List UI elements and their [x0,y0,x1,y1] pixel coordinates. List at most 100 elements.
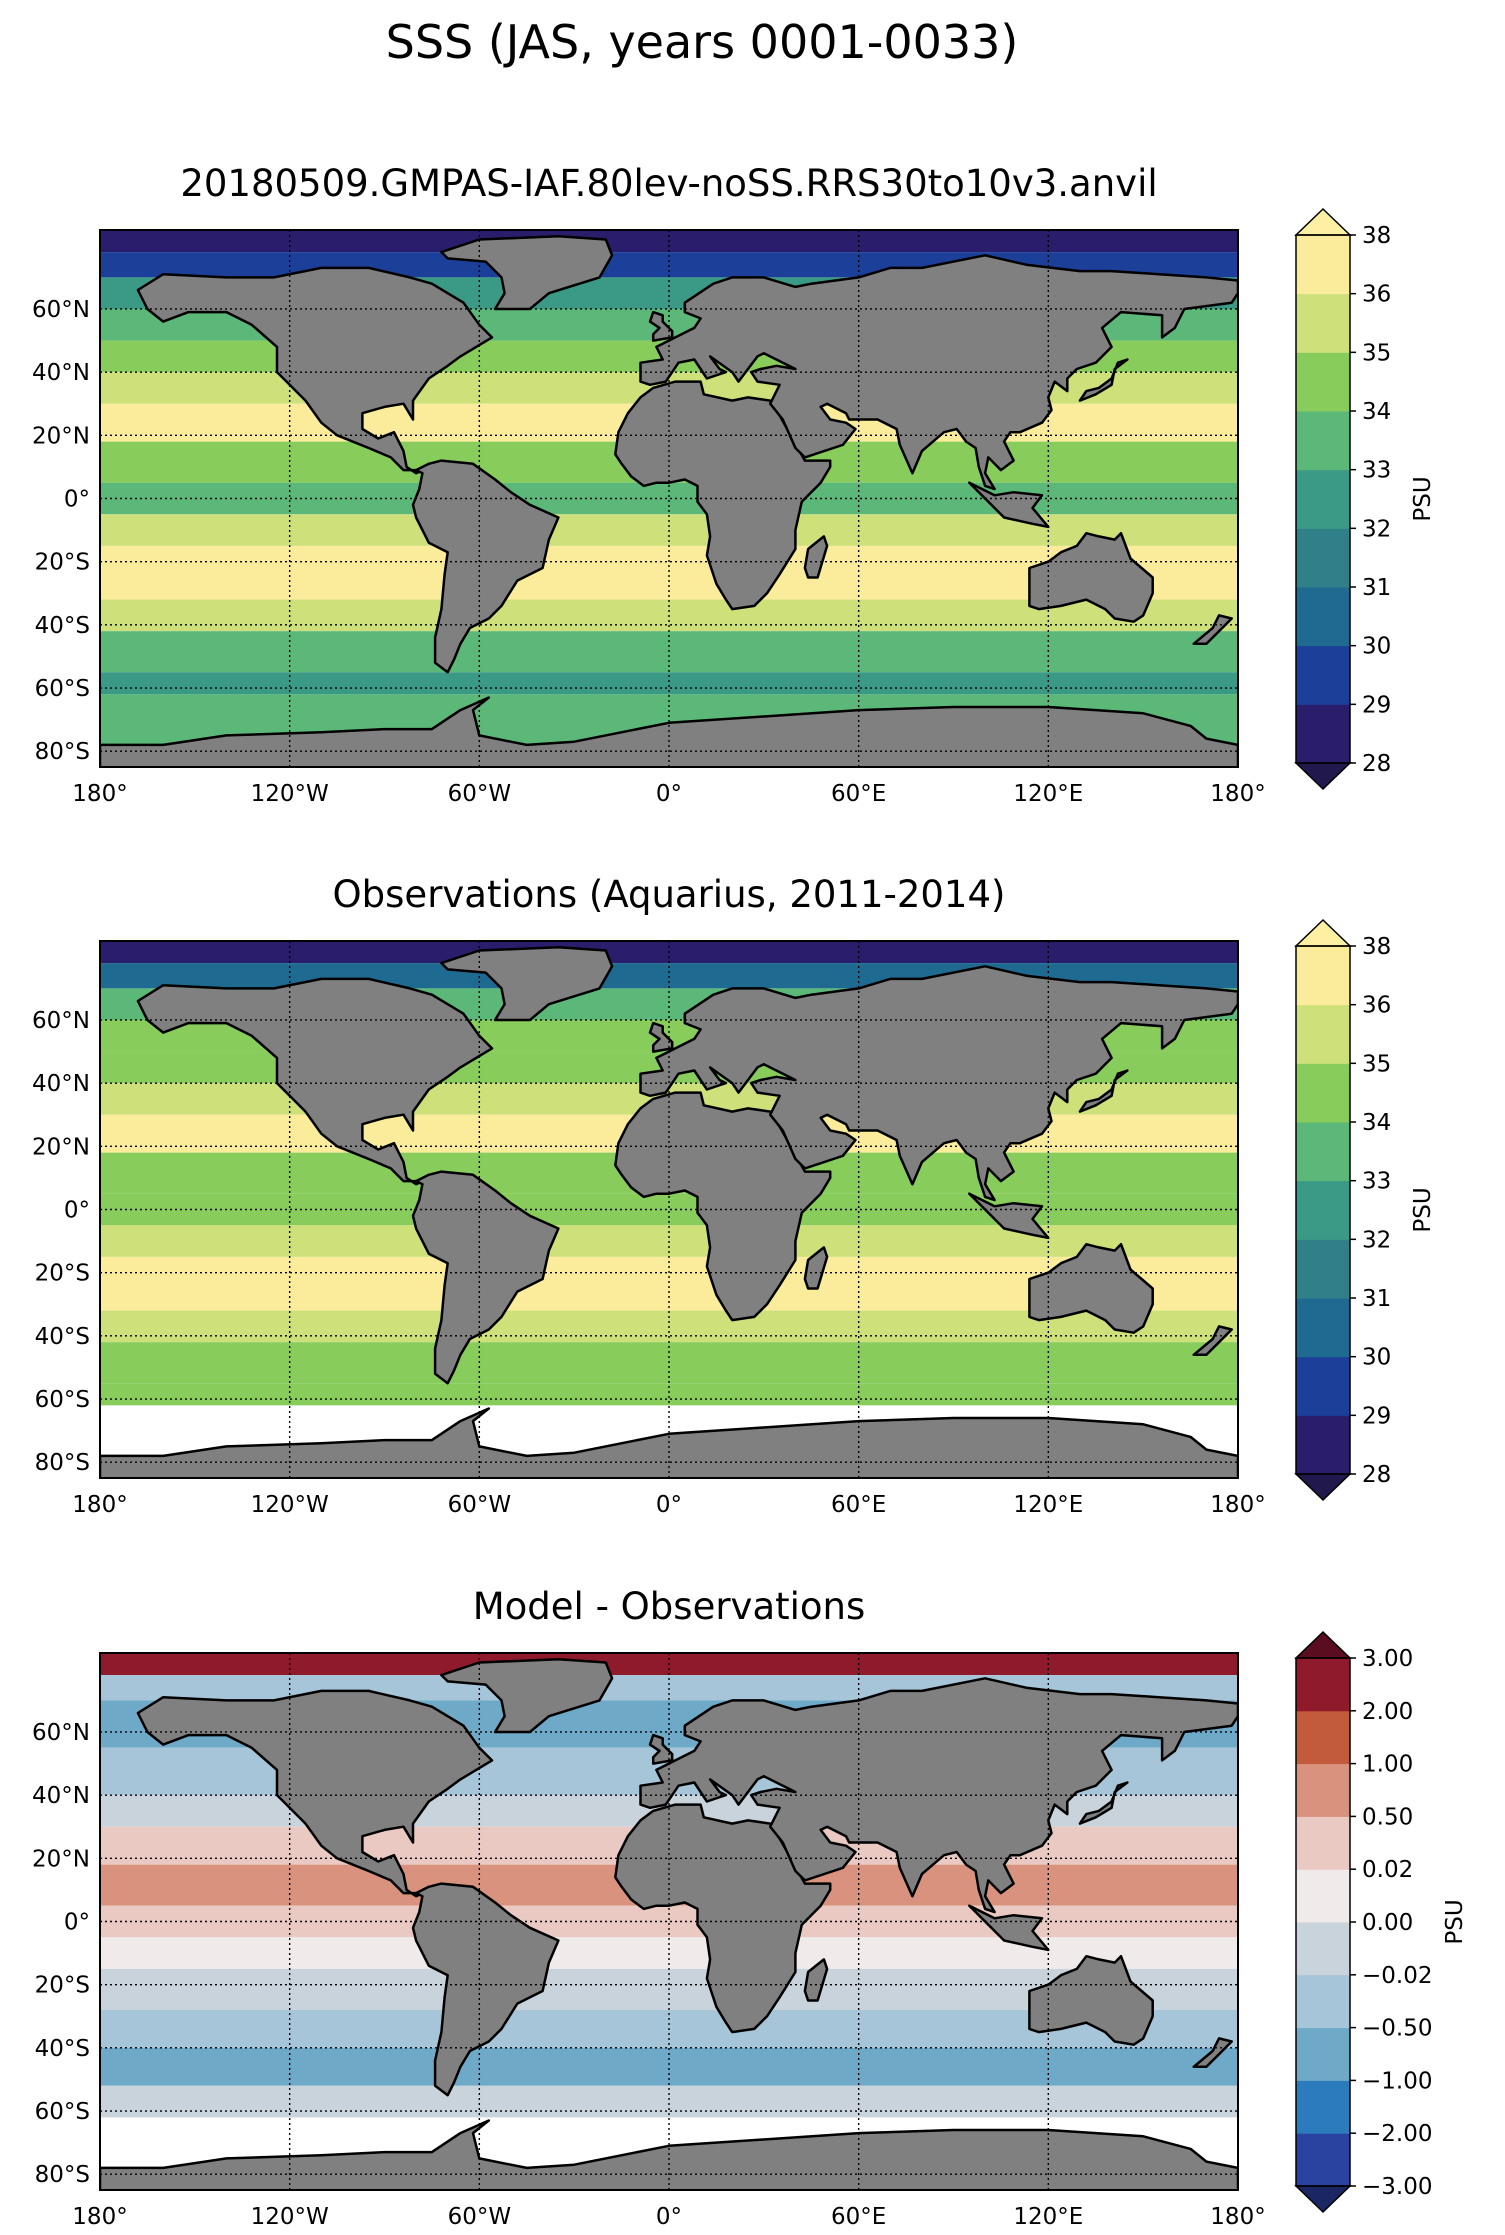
colorbar-segment [1296,2080,1350,2134]
colorbar-segment [1296,293,1350,353]
y-tick-label: 0° [64,1198,90,1224]
map-panel-3: Model - Observations 180° 120°W 60°W 0° 60°E 1… [32,1585,1468,2230]
y-tick-label: 20°S [35,550,90,576]
land-indonesia [968,1904,1050,1952]
colorbar-tick-label: −3.00 [1362,2174,1432,2200]
x-tick-label: 120°W [251,781,329,807]
colorbar-tick-label: −0.02 [1362,1963,1432,1989]
y-tick-label: 60°S [35,2099,90,2125]
colorbar-segment [1296,411,1350,471]
colorbar-label: PSU [1410,476,1436,521]
land-africa [614,1803,832,2034]
land-australia [1028,1242,1154,1334]
land-eurasia [639,965,1238,1202]
land-africa [614,1091,832,1322]
y-tick-label: 40°S [35,2036,90,2062]
x-tick-label: 120°E [1013,781,1083,807]
land-japan [1078,1781,1129,1825]
colorbar-segment [1296,528,1350,588]
x-tick-label: 60°W [448,1492,512,1518]
colorbar-tick-label: −2.00 [1362,2121,1432,2147]
colorbar-tick-label: 38 [1362,934,1391,960]
land-south-america [411,1170,560,1385]
salinity-field [100,230,1238,767]
colorbar-segment [1296,587,1350,647]
colorbar-tick-label: 34 [1362,399,1391,425]
colorbar-segment [1296,645,1350,705]
y-tick-label: 40°N [32,1071,90,1097]
x-tick-label: 60°W [448,781,512,807]
y-tick-label: 0° [64,1910,90,1936]
land-britain [648,1021,674,1053]
land-greenland [440,946,614,1022]
land-indonesia [968,1192,1050,1240]
colorbar-tick-label: 31 [1362,1286,1391,1312]
colorbar-segment [1296,1658,1350,1712]
land-antarctica [100,1407,1238,1478]
colorbar-tick-label: 36 [1362,993,1391,1019]
y-tick-label: 40°N [32,360,90,386]
land-australia [1028,1954,1154,2046]
y-tick-label: 60°N [32,297,90,323]
y-tick-label: 60°N [32,1008,90,1034]
colorbar-segment [1296,1063,1350,1123]
land-north-america [136,977,494,1186]
colorbar-tick-label: 2.00 [1362,1699,1413,1725]
y-tick-label: 20°N [32,1134,90,1160]
colorbar-tick-label: 3.00 [1362,1646,1413,1672]
x-tick-label: 120°E [1013,1492,1083,1518]
map-panel-2: Observations (Aquarius, 2011-2014) 180° 12… [32,873,1436,1518]
land-greenland [440,235,614,311]
salinity-band [100,1383,1238,1406]
colorbar-segment [1296,1710,1350,1765]
map-frame [99,940,1239,1479]
land-indonesia [968,481,1050,529]
land-africa [614,380,832,611]
colorbar-tick-label: 35 [1362,340,1391,366]
colorbar-segment [1296,946,1350,1006]
land-eurasia [639,254,1238,491]
map-panel-1: 20180509.GMPAS-IAF.80lev-noSS.RRS30to10v… [32,162,1436,807]
land-eurasia [639,1677,1238,1914]
map-panels: 20180509.GMPAS-IAF.80lev-noSS.RRS30to10v… [32,162,1468,2230]
colorbar-tick-label: 0.00 [1362,1910,1413,1936]
land-south-america [411,459,560,674]
salinity-field [100,1653,1238,2190]
colorbar-frame [1295,234,1351,764]
land-madagascar [803,1958,829,2002]
land-north-america [136,1689,494,1898]
x-tick-label: 0° [656,2204,682,2230]
colorbar-segment [1296,352,1350,412]
colorbar: 28 29 30 31 32 33 34 35 36 38 PSU [1294,918,1436,1502]
colorbar-tick-label: 31 [1362,575,1391,601]
x-tick-label: 60°E [831,781,886,807]
land-australia [1028,531,1154,623]
x-tick-label: 60°E [831,2204,886,2230]
x-tick-label: 180° [1210,1492,1265,1518]
figure-suptitle: SSS (JAS, years 0001-0033) [386,15,1019,69]
colorbar-tick-label: 36 [1362,282,1391,308]
colorbar-extend-max [1294,918,1352,947]
land-north-america [136,266,494,475]
land-madagascar [803,1246,829,1290]
y-tick-label: 20°N [32,423,90,449]
colorbar-label: PSU [1442,1899,1468,1944]
land-antarctica [100,2119,1238,2190]
x-tick-label: 60°W [448,2204,512,2230]
colorbar-tick-label: 28 [1362,751,1391,777]
colorbar-tick-label: −1.00 [1362,2068,1432,2094]
y-tick-label: 40°N [32,1783,90,1809]
colorbar-segment [1296,704,1350,764]
land-madagascar [803,535,829,579]
panel-title: Model - Observations [473,1585,866,1628]
x-tick-label: 180° [72,1492,127,1518]
x-tick-label: 120°W [251,1492,329,1518]
panel-title: 20180509.GMPAS-IAF.80lev-noSS.RRS30to10v… [180,162,1157,205]
colorbar-tick-label: 29 [1362,692,1391,718]
x-tick-label: 120°W [251,2204,329,2230]
x-tick-label: 180° [72,2204,127,2230]
colorbar-segment [1296,2027,1350,2081]
colorbar-tick-label: 1.00 [1362,1752,1413,1778]
colorbar-segment [1296,1415,1350,1475]
colorbar-tick-label: −0.50 [1362,2016,1432,2042]
